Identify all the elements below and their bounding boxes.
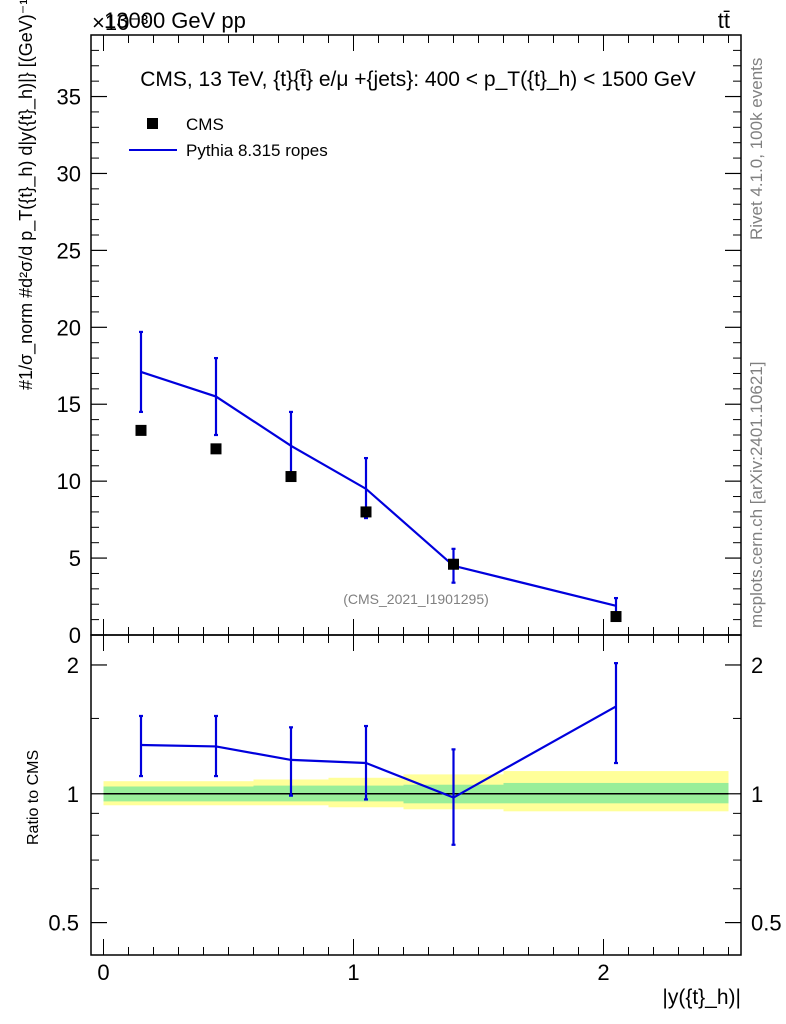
cms-data-point [135, 424, 147, 436]
main-y-tick-label: 0 [69, 623, 81, 648]
main-y-tick-label: 15 [57, 392, 81, 417]
ratio-y-tick-label-left: 0.5 [48, 911, 79, 936]
main-y-tick-label: 35 [57, 85, 81, 110]
legend-label-cms: CMS [186, 115, 224, 134]
main-y-tick-label: 10 [57, 469, 81, 494]
ratio-y-tick-label-right: 1 [751, 782, 763, 807]
main-title: CMS, 13 TeV, {t}{t̄} e/μ +{jets}: 400 < … [140, 68, 696, 91]
ratio-y-tick-label-left: 2 [67, 653, 79, 678]
ratio-plot-frame [90, 634, 742, 956]
exponent-label: ×10⁻³ [92, 10, 148, 35]
rivet-label: Rivet 4.1.0, 100k events [747, 58, 766, 240]
ratio-y-tick-label-left: 1 [67, 782, 79, 807]
legend-marker-cms [147, 118, 158, 129]
x-tick-label: 2 [597, 960, 609, 985]
main-y-axis-label: #1/σ_norm #d²σ/d p_T({t}_h) d|y({t}_h)|}… [16, 0, 37, 390]
main-y-tick-label: 20 [57, 315, 81, 340]
x-tick-label: 0 [97, 960, 109, 985]
ratio-y-tick-label-right: 0.5 [751, 911, 782, 936]
cms-data-point [448, 558, 459, 570]
analysis-watermark: (CMS_2021_I1901295) [343, 591, 489, 607]
ratio-y-axis-label: Ratio to CMS [25, 750, 42, 845]
x-axis-label: |y({t}_h)| [662, 986, 741, 1009]
main-y-tick-label: 5 [69, 546, 81, 571]
ratio-pythia-line [140, 705, 617, 799]
ratio-y-tick-label-right: 2 [751, 653, 763, 678]
cms-data-point [610, 611, 622, 623]
x-tick-label: 1 [347, 960, 359, 985]
energy-label: 13000 GeV pp [104, 8, 246, 33]
cms-data-point [285, 471, 297, 483]
pythia-line [140, 370, 617, 607]
main-y-tick-label: 25 [57, 238, 81, 263]
main-panel: 0 5 10 15 20 25 30 35 CMS, 13 TeV, {t}{t̄} e/μ … [16, 0, 742, 648]
cms-data-point [360, 506, 372, 518]
main-y-tick-label: 30 [57, 161, 81, 186]
mcplots-label: mcplots.cern.ch [arXiv:2401.10621] [747, 362, 766, 628]
process-label: tt̄ [718, 8, 730, 33]
ratio-panel: 0.5 0.5 1 1 2 2 0 1 2 Ratio to CMS |y({t}_h)| [25, 634, 782, 1009]
legend-label-pythia: Pythia 8.315 ropes [186, 141, 328, 160]
cms-data-point [210, 443, 222, 455]
legend: CMS Pythia 8.315 ropes [129, 115, 328, 160]
